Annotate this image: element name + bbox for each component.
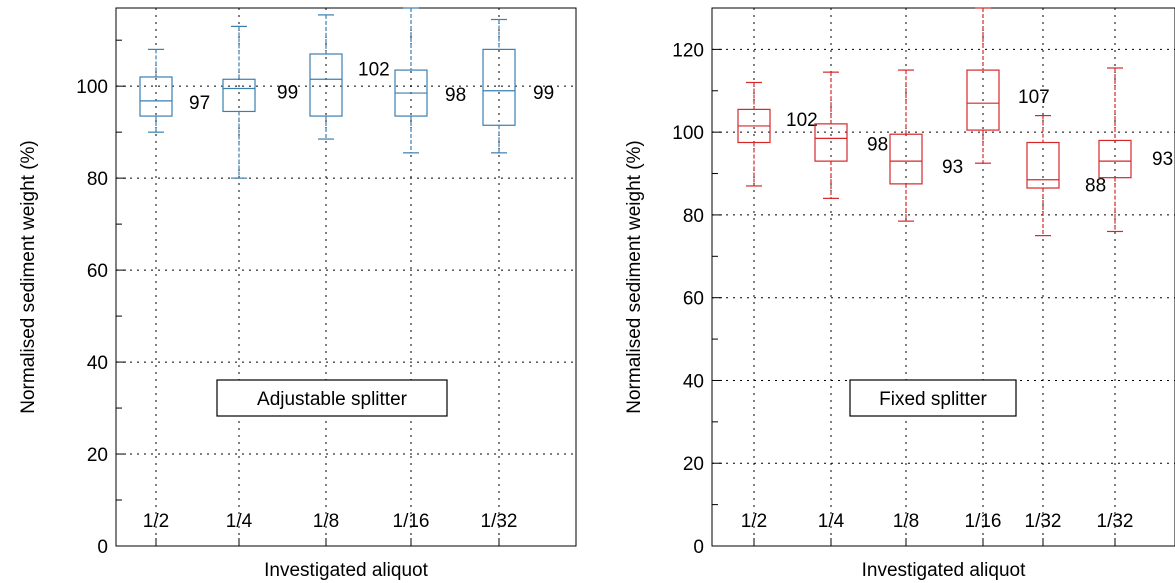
left-box-plot-panel: 0 20 40 60 80 100 Normalised sediment weight (… xyxy=(18,7,577,581)
box-1/16: 98 1/16 xyxy=(393,7,466,532)
iqr-box xyxy=(814,123,848,162)
median-value-label: 102 xyxy=(358,59,390,80)
iqr-box xyxy=(889,133,923,185)
plot-frame xyxy=(115,7,577,547)
category-label: 1/32 xyxy=(1097,511,1134,532)
box-1/8: 102 1/8 xyxy=(309,14,390,532)
annotation-text: Fixed splitter xyxy=(879,389,987,410)
box-1/32: 99 1/32 xyxy=(481,18,554,532)
median-value-label: 93 xyxy=(942,157,963,178)
y-tick-label: 120 xyxy=(672,40,704,61)
box-1/2: 102 1/2 xyxy=(737,81,818,532)
box-1/2: 97 1/2 xyxy=(139,48,210,532)
y-tick-label: 40 xyxy=(87,353,108,374)
y-tick-label: 20 xyxy=(87,445,108,466)
median-value-label: 102 xyxy=(786,110,818,131)
category-label: 1/32 xyxy=(481,511,518,532)
splitter-annotation: Adjustable splitter xyxy=(216,379,448,417)
iqr-box xyxy=(482,48,516,126)
iqr-box xyxy=(1026,141,1060,189)
category-label: 1/8 xyxy=(313,511,339,532)
category-label: 1/2 xyxy=(741,511,767,532)
annotation-frame xyxy=(849,379,1017,417)
y-tick-label: 40 xyxy=(683,371,704,392)
category-label: 1/2 xyxy=(143,511,169,532)
y-tick-label: 80 xyxy=(683,206,704,227)
iqr-box xyxy=(966,69,1000,131)
plot-frame xyxy=(711,7,1175,547)
x-axis-label: Investigated aliquot xyxy=(862,560,1026,581)
category-label: 1/16 xyxy=(965,511,1002,532)
median-value-label: 93 xyxy=(1152,149,1173,170)
category-label: 1/32 xyxy=(1025,511,1062,532)
category-label: 1/4 xyxy=(226,511,253,532)
box-1/32: 93 1/32 xyxy=(1097,67,1173,532)
y-tick-label: 100 xyxy=(672,123,704,144)
y-tick-label: 100 xyxy=(76,77,108,98)
median-value-label: 107 xyxy=(1018,87,1050,108)
box-1/16: 107 1/16 xyxy=(965,7,1050,532)
annotation-text: Adjustable splitter xyxy=(257,389,408,410)
median-value-label: 88 xyxy=(1085,176,1106,197)
right-box-plot-panel: 0 20 40 60 80 100 120 Normalised sediment weigh… xyxy=(624,7,1175,581)
y-tick-label: 60 xyxy=(87,261,108,282)
iqr-box xyxy=(222,78,256,113)
y-tick-label: 60 xyxy=(683,289,704,310)
median-value-label: 98 xyxy=(445,85,466,106)
x-axis-label: Investigated aliquot xyxy=(264,560,428,581)
median-value-label: 97 xyxy=(189,93,210,114)
box-1/4: 99 1/4 xyxy=(222,25,298,532)
y-tick-label: 20 xyxy=(683,454,704,475)
median-value-label: 99 xyxy=(533,83,554,104)
box-1/32: 88 1/32 xyxy=(1025,114,1106,532)
category-label: 1/16 xyxy=(393,511,430,532)
y-tick-label: 0 xyxy=(97,537,108,558)
y-tick-label: 0 xyxy=(693,537,704,558)
median-value-label: 98 xyxy=(867,134,888,155)
splitter-annotation: Fixed splitter xyxy=(849,379,1017,417)
box-1/8: 93 1/8 xyxy=(889,69,963,532)
y-tick-label: 80 xyxy=(87,169,108,190)
iqr-box xyxy=(309,53,343,117)
box-1/4: 98 1/4 xyxy=(814,71,888,532)
median-value-label: 99 xyxy=(277,82,298,103)
iqr-box xyxy=(139,76,173,117)
y-axis-label: Normalised sediment weight (%) xyxy=(18,140,39,414)
category-label: 1/8 xyxy=(893,511,919,532)
y-axis-label: Normalised sediment weight (%) xyxy=(624,140,645,414)
iqr-box xyxy=(1098,139,1132,179)
annotation-frame xyxy=(216,379,448,417)
category-label: 1/4 xyxy=(818,511,845,532)
